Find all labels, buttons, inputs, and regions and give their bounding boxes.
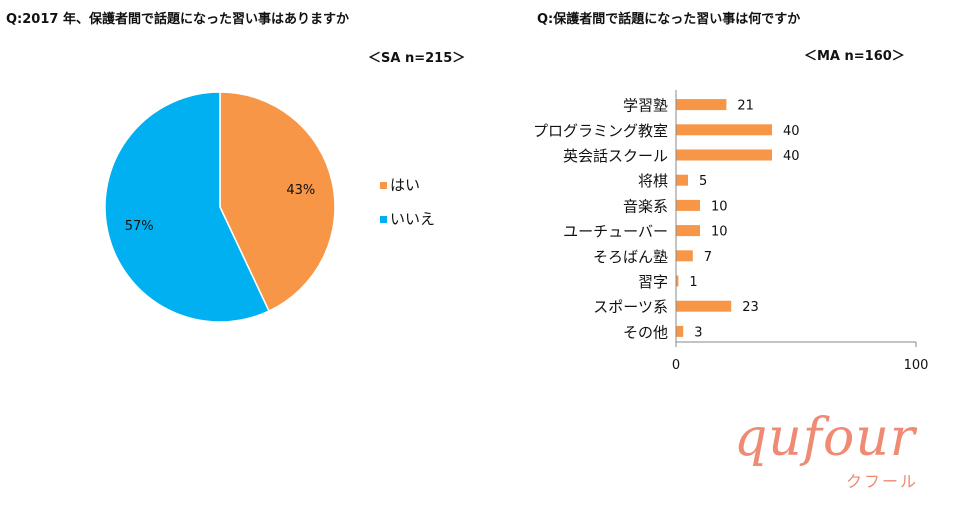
bar-sample-note: ＜MA n=160＞ (804, 49, 905, 64)
bar-value-label-6: 7 (704, 250, 712, 265)
pie-slice-0 (219, 91, 336, 313)
bar-value-label-5: 10 (711, 225, 728, 240)
pie-slice-label-0: 43% (286, 183, 315, 198)
bar-value-label-3: 5 (699, 174, 707, 189)
bar-3 (676, 174, 688, 186)
bar-category-label-2: 英会話スクール (563, 147, 668, 165)
logo-wordmark: qufour (734, 408, 916, 468)
bar-8 (676, 300, 732, 312)
bar-0 (676, 99, 727, 111)
bar-value-label-2: 40 (783, 149, 800, 164)
bar-category-label-3: 将棋 (638, 172, 668, 190)
bar-category-label-0: 学習塾 (623, 97, 668, 115)
bar-9 (676, 325, 684, 337)
legend-label-1: いいえ (390, 210, 435, 228)
bar-5 (676, 225, 700, 237)
pie-slice-label-1: 57% (125, 219, 154, 234)
pie-sample-note: ＜SA n=215＞ (368, 51, 466, 66)
bar-6 (676, 250, 693, 262)
pie-slice-1 (104, 91, 270, 323)
bar-chart-title: Q:保護者間で話題になった習い事は何ですか (537, 12, 801, 27)
pie-chart-title: Q:2017 年、保護者間で話題になった習い事はありますか (6, 12, 349, 27)
bar-value-label-7: 1 (689, 275, 697, 290)
bar-2 (676, 149, 772, 161)
bar-category-label-9: その他 (623, 323, 668, 341)
logo-katakana: クフール (846, 472, 919, 491)
bar-category-label-4: 音楽系 (623, 197, 668, 215)
bar-category-label-6: そろばん塾 (593, 248, 668, 266)
bar-category-label-5: ユーチューバー (563, 223, 668, 241)
bar-value-label-9: 3 (694, 325, 702, 340)
bar-7 (676, 275, 679, 287)
legend-swatch-0 (380, 182, 387, 189)
bar-value-label-1: 40 (783, 124, 800, 139)
bar-value-label-0: 21 (737, 99, 754, 114)
bar-4 (676, 199, 700, 211)
bar-value-label-8: 23 (742, 300, 759, 315)
legend-swatch-1 (380, 216, 387, 223)
bar-x-tick-label-1: 100 (904, 358, 929, 373)
bar-category-label-1: プログラミング教室 (533, 122, 668, 140)
legend-label-0: はい (390, 176, 420, 194)
bar-1 (676, 124, 772, 136)
bar-category-label-8: スポーツ系 (593, 298, 668, 316)
bar-category-label-7: 習字 (638, 273, 668, 291)
bar-x-tick-label-0: 0 (672, 358, 680, 373)
bar-value-label-4: 10 (711, 199, 728, 214)
qufour-logo: qufour クフール (734, 408, 944, 508)
